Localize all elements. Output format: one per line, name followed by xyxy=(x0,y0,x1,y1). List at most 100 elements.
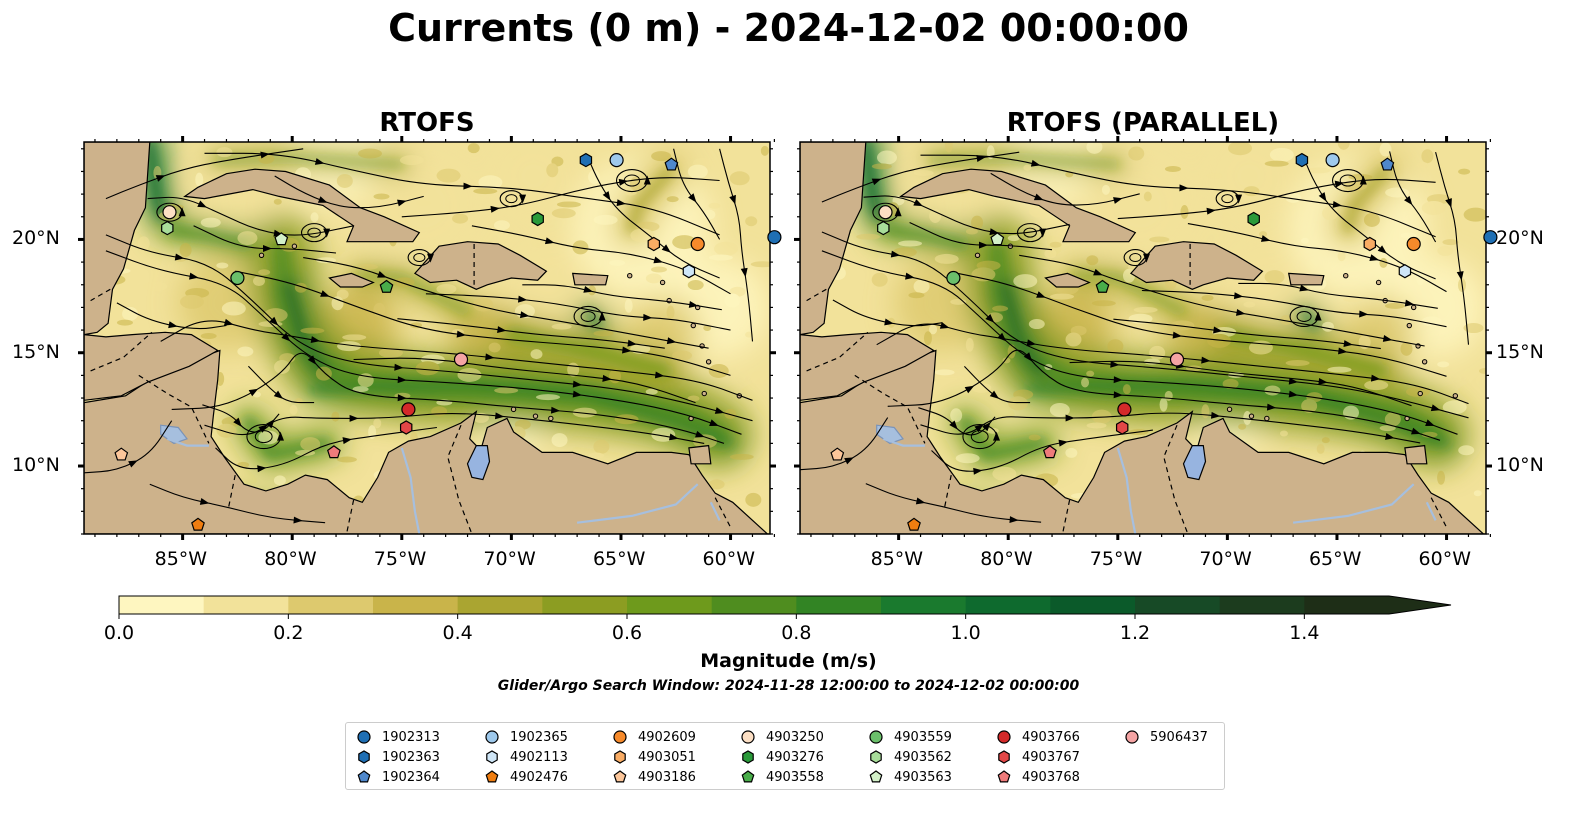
float-legend: 1902313 1902363 1902364 1902365 4902113 49024… xyxy=(345,722,1225,790)
float-marker-4903767 xyxy=(399,420,413,435)
legend-item: 4903558 xyxy=(740,767,824,787)
colorbar-tick-label: 1.2 xyxy=(1119,622,1151,644)
legend-column: 4903559 4903562 4903563 xyxy=(868,727,952,787)
legend-label: 4903766 xyxy=(1022,729,1080,745)
colorbar-segment xyxy=(881,596,967,614)
float-marker-4903186 xyxy=(830,447,845,461)
lon-tick-label: 70°W xyxy=(483,548,536,570)
lat-tick-label: 15°N xyxy=(1496,340,1544,363)
legend-marker-4903186 xyxy=(613,770,627,783)
float-marker-4902476 xyxy=(191,517,205,531)
legend-label: 4902609 xyxy=(638,729,696,745)
legend-item: 5906437 xyxy=(1124,727,1208,747)
float-marker-4903559 xyxy=(230,270,245,286)
land xyxy=(800,142,1486,534)
colorbar-tick-label: 0.8 xyxy=(781,622,812,644)
legend-item: 4903250 xyxy=(740,727,824,747)
float-marker-4903051 xyxy=(1363,236,1377,252)
lon-tick-label: 70°W xyxy=(1199,548,1252,570)
legend-label: 1902365 xyxy=(510,729,568,745)
float-marker-4902609 xyxy=(690,236,705,252)
float-marker-4903563 xyxy=(990,232,1005,246)
legend-item: 1902363 xyxy=(356,747,440,767)
float-marker-4903558 xyxy=(1095,279,1110,293)
lon-tick-label: 65°W xyxy=(592,548,646,570)
legend-item: 4903186 xyxy=(612,767,696,787)
legend-label: 4903767 xyxy=(1022,749,1080,765)
legend-column: 1902365 4902113 4902476 xyxy=(484,727,568,787)
lon-tick-label: 80°W xyxy=(980,548,1033,570)
legend-marker-4903562 xyxy=(870,750,882,764)
lon-tick-label: 85°W xyxy=(154,548,208,570)
legend-marker-1902364 xyxy=(357,770,371,783)
colorbar-tick-label: 0.2 xyxy=(273,622,304,644)
legend-marker-1902365 xyxy=(485,730,499,744)
legend-item: 4903766 xyxy=(996,727,1080,747)
panel-title-right: RTOFS (PARALLEL) xyxy=(1006,108,1280,138)
streamlines xyxy=(800,151,1470,524)
colorbar-segment xyxy=(457,596,543,614)
float-marker-1902313 xyxy=(1483,230,1498,245)
colorbar-tick-label: 0.0 xyxy=(103,622,135,644)
legend-marker-4903767 xyxy=(998,750,1010,764)
legend-label: 1902364 xyxy=(382,769,440,785)
legend-label: 4903562 xyxy=(894,749,952,765)
colorbar-segment xyxy=(1050,596,1136,614)
legend-item: 4902113 xyxy=(484,747,568,767)
lon-tick-label: 65°W xyxy=(1308,548,1362,570)
colorbar-segment xyxy=(373,596,459,614)
float-marker-4902113 xyxy=(682,264,696,279)
lon-tick-label: 60°W xyxy=(1418,548,1472,570)
legend-label: 5906437 xyxy=(1150,729,1208,745)
legend-marker-4902113 xyxy=(486,750,498,764)
lon-tick-label: 75°W xyxy=(373,548,427,570)
colorbar-segment xyxy=(796,596,882,614)
float-marker-4903562 xyxy=(877,220,890,236)
colorbar xyxy=(118,595,1452,619)
float-marker-5906437 xyxy=(1169,352,1185,367)
colorbar-tick-label: 0.4 xyxy=(442,622,473,644)
legend-marker-4903276 xyxy=(742,750,754,764)
colorbar-segment xyxy=(1135,596,1221,614)
float-marker-1902363 xyxy=(579,152,593,168)
lat-tick-label: 15°N xyxy=(12,340,60,363)
colorbar-segment xyxy=(627,596,713,614)
streamlines xyxy=(84,148,754,524)
legend-item: 4903562 xyxy=(868,747,952,767)
float-marker-1902365 xyxy=(609,153,624,168)
float-marker-4903276 xyxy=(1247,211,1260,227)
legend-marker-4903768 xyxy=(997,770,1011,783)
float-marker-4903563 xyxy=(274,232,289,246)
float-marker-5906437 xyxy=(453,352,469,367)
float-marker-1902363 xyxy=(1295,152,1309,168)
legend-marker-4903250 xyxy=(741,730,755,744)
colorbar-segment xyxy=(1219,596,1305,614)
lat-tick-label: 20°N xyxy=(1496,227,1544,250)
legend-label: 1902313 xyxy=(382,729,440,745)
lon-tick-label: 85°W xyxy=(870,548,924,570)
colorbar-segment xyxy=(711,596,797,614)
float-marker-4903558 xyxy=(379,279,394,293)
legend-label: 4903250 xyxy=(766,729,824,745)
legend-item: 4902609 xyxy=(612,727,696,747)
colorbar-extend-arrow xyxy=(1389,596,1451,614)
legend-marker-4903766 xyxy=(997,730,1011,744)
float-marker-1902364 xyxy=(1380,157,1395,171)
legend-label: 4903051 xyxy=(638,749,696,765)
legend-column: 4902609 4903051 4903186 xyxy=(612,727,696,787)
colorbar-tick-label: 1.4 xyxy=(1289,622,1320,644)
float-marker-4903559 xyxy=(946,270,961,286)
float-marker-1902364 xyxy=(664,157,679,171)
lat-tick-label: 10°N xyxy=(12,454,60,477)
colorbar-segment xyxy=(1304,596,1390,614)
land xyxy=(84,142,770,534)
search-window-subtitle: Glider/Argo Search Window: 2024-11-28 12… xyxy=(497,678,1080,694)
float-marker-1902365 xyxy=(1325,153,1340,168)
lon-tick-label: 80°W xyxy=(264,548,317,570)
float-marker-4903766 xyxy=(401,402,416,417)
legend-column: 5906437 xyxy=(1124,727,1208,747)
float-marker-4903768 xyxy=(1043,445,1057,459)
legend-item: 4902476 xyxy=(484,767,568,787)
legend-item: 1902313 xyxy=(356,727,440,747)
legend-marker-1902363 xyxy=(358,750,370,764)
